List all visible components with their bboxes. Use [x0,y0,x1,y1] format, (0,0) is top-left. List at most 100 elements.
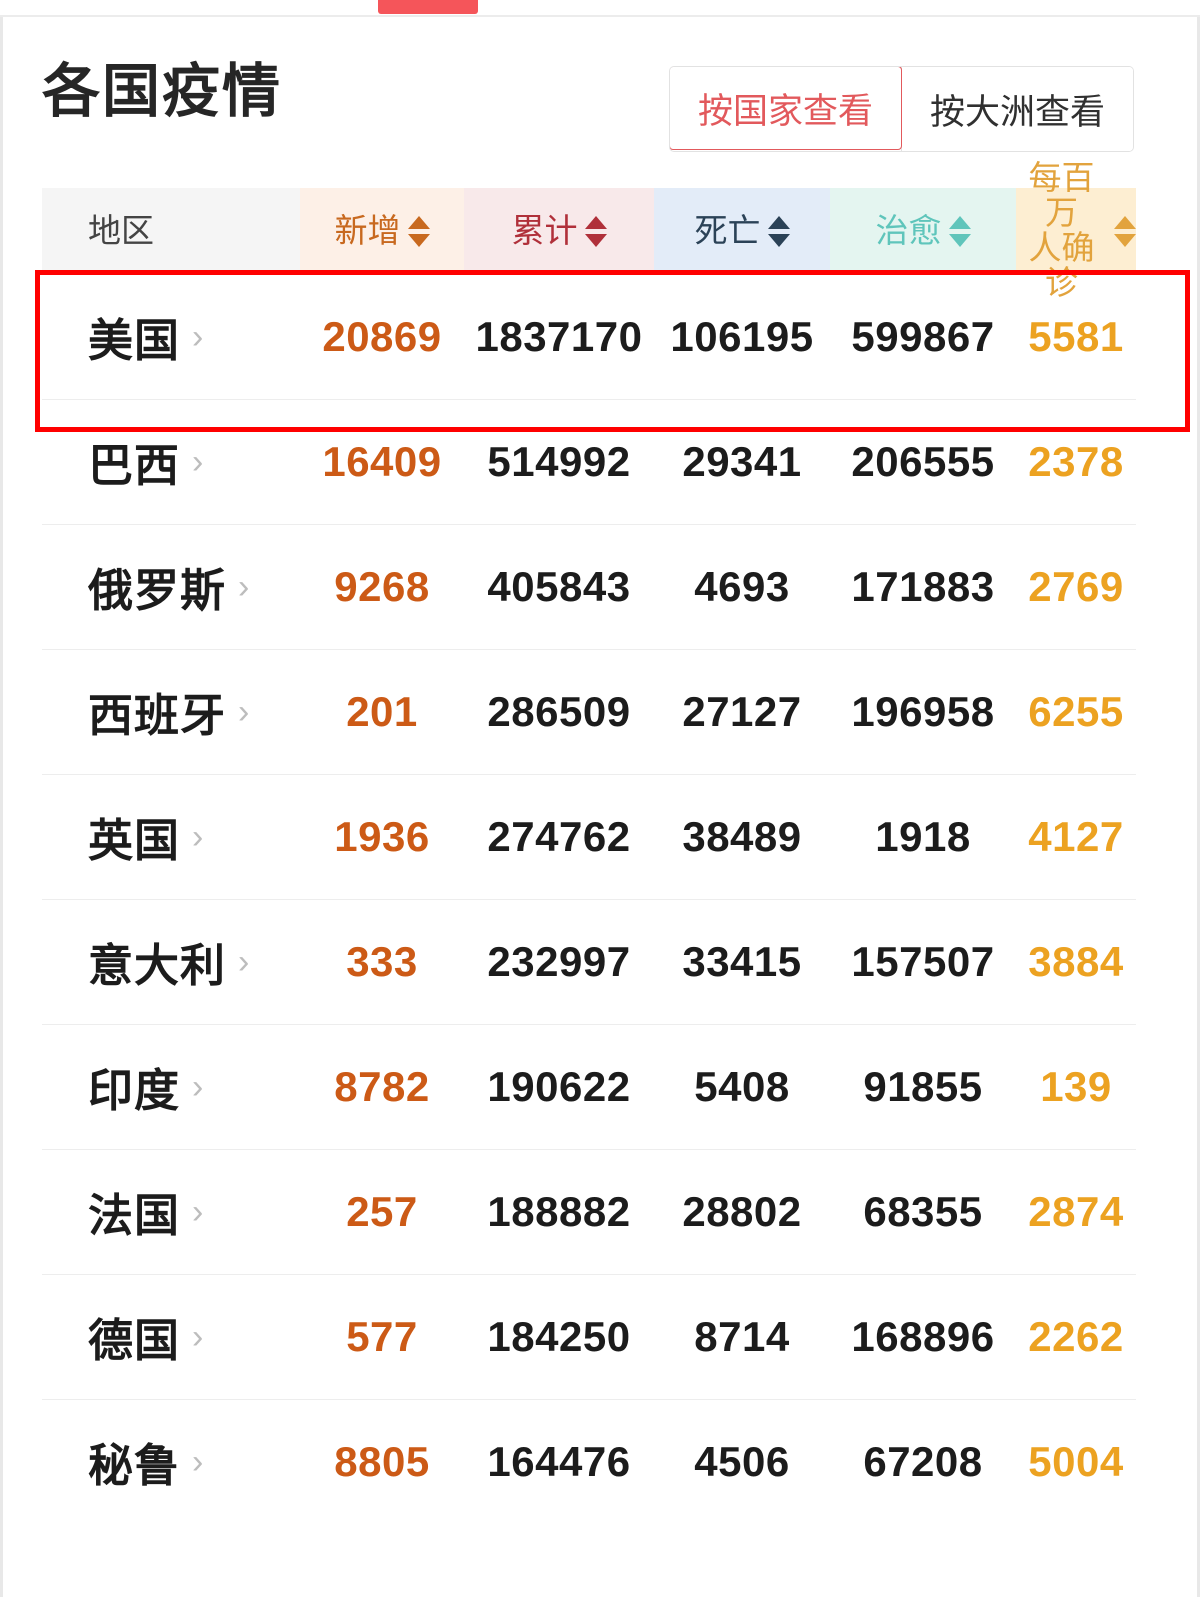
chevron-right-icon[interactable]: › [192,442,204,481]
column-header-cured[interactable]: 治愈 [830,188,1016,274]
cell-permil: 3884 [1016,899,1136,1024]
chevron-right-icon[interactable]: › [192,1442,204,1481]
cell-new: 8782 [300,1024,464,1149]
sort-arrows-per-million-icon[interactable] [1114,215,1136,247]
column-label-total: 累计 [511,211,578,249]
cell-death: 4693 [654,524,830,649]
chevron-right-icon[interactable]: › [192,1067,204,1106]
value-new: 8805 [334,1437,430,1485]
value-death: 4506 [694,1437,790,1485]
header-divider [0,15,1200,17]
value-death: 28802 [682,1187,802,1235]
value-cured: 206555 [851,437,995,485]
table-row[interactable]: 英国 › 1936 274762 38489 1918 4127 [42,774,1136,899]
cell-death: 27127 [654,649,830,774]
value-cured: 168896 [851,1312,995,1360]
column-header-region[interactable]: 地区 [42,188,300,274]
sort-arrows-death-icon[interactable] [767,215,790,247]
chevron-right-icon[interactable]: › [192,817,204,856]
table-row[interactable]: 美国 › 20869 1837170 106195 599867 5581 [42,274,1136,399]
table-header-row: 地区 新增 累计 死亡 治愈 每百万 人确诊 [42,160,1136,300]
cell-region[interactable]: 美国 › [42,274,300,399]
column-label-per-million: 每百万 人确诊 [1028,159,1095,301]
cell-region[interactable]: 意大利 › [42,899,300,1024]
cell-permil: 2378 [1016,399,1136,524]
value-new: 333 [346,937,418,985]
cell-total: 188882 [464,1149,654,1274]
view-toggle: 按国家查看 按大洲查看 [668,66,1134,152]
toggle-by-continent[interactable]: 按大洲查看 [901,67,1133,151]
value-total: 190622 [487,1062,631,1110]
value-death: 5408 [694,1062,790,1110]
table-row[interactable]: 法国 › 257 188882 28802 68355 2874 [42,1149,1136,1274]
table-row[interactable]: 德国 › 577 184250 8714 168896 2262 [42,1274,1136,1399]
cell-region[interactable]: 西班牙 › [42,649,300,774]
cell-death: 8714 [654,1274,830,1399]
value-total: 1837170 [475,312,643,360]
table-row[interactable]: 俄罗斯 › 9268 405843 4693 171883 2769 [42,524,1136,649]
cell-region[interactable]: 德国 › [42,1274,300,1399]
value-total: 274762 [487,812,631,860]
country-name: 印度 [88,1065,181,1116]
cell-cured: 599867 [830,274,1016,399]
value-death: 8714 [694,1312,790,1360]
toggle-by-country[interactable]: 按国家查看 [669,67,902,150]
table-row[interactable]: 西班牙 › 201 286509 27127 196958 6255 [42,649,1136,774]
country-name: 德国 [88,1315,181,1366]
sort-arrows-cured-icon[interactable] [948,215,971,247]
table-row[interactable]: 印度 › 8782 190622 5408 91855 139 [42,1024,1136,1149]
sort-arrows-total-icon[interactable] [584,215,607,247]
value-total: 184250 [487,1312,631,1360]
cell-new: 9268 [300,524,464,649]
value-permil: 139 [1040,1062,1112,1110]
chevron-right-icon[interactable]: › [238,567,250,606]
chevron-right-icon[interactable]: › [192,1192,204,1231]
active-tab-indicator[interactable] [378,0,478,14]
cell-new: 16409 [300,399,464,524]
value-permil: 6255 [1028,687,1124,735]
table-row[interactable]: 秘鲁 › 8805 164476 4506 67208 5004 [42,1399,1136,1524]
cell-death: 4506 [654,1399,830,1524]
cell-region[interactable]: 法国 › [42,1149,300,1274]
cell-cured: 206555 [830,399,1016,524]
chevron-right-icon[interactable]: › [192,1317,204,1356]
cell-new: 577 [300,1274,464,1399]
cell-permil: 4127 [1016,774,1136,899]
sort-arrows-new-icon[interactable] [407,215,430,247]
cell-region[interactable]: 巴西 › [42,399,300,524]
cell-cured: 1918 [830,774,1016,899]
cell-total: 274762 [464,774,654,899]
value-permil: 2378 [1028,437,1124,485]
value-new: 201 [346,687,418,735]
column-header-per-million[interactable]: 每百万 人确诊 [1016,160,1136,300]
value-total: 188882 [487,1187,631,1235]
table-row[interactable]: 意大利 › 333 232997 33415 157507 3884 [42,899,1136,1024]
value-cured: 157507 [851,937,995,985]
cell-region[interactable]: 印度 › [42,1024,300,1149]
chevron-right-icon[interactable]: › [238,942,250,981]
cell-death: 38489 [654,774,830,899]
chevron-right-icon[interactable]: › [238,692,250,731]
cell-region[interactable]: 秘鲁 › [42,1399,300,1524]
value-new: 16409 [322,437,442,485]
column-header-total[interactable]: 累计 [464,188,654,274]
cell-new: 8805 [300,1399,464,1524]
cell-region[interactable]: 英国 › [42,774,300,899]
country-name: 俄罗斯 [88,565,227,616]
column-label-new: 新增 [334,211,401,249]
chevron-right-icon[interactable]: › [192,317,204,356]
value-permil: 2262 [1028,1312,1124,1360]
value-total: 164476 [487,1437,631,1485]
value-new: 20869 [322,312,442,360]
cell-total: 514992 [464,399,654,524]
top-tab-strip [0,0,1200,16]
cell-total: 164476 [464,1399,654,1524]
value-death: 27127 [682,687,802,735]
value-new: 9268 [334,562,430,610]
table-row[interactable]: 巴西 › 16409 514992 29341 206555 2378 [42,399,1136,524]
cell-cured: 196958 [830,649,1016,774]
cell-region[interactable]: 俄罗斯 › [42,524,300,649]
cell-total: 190622 [464,1024,654,1149]
column-header-new[interactable]: 新增 [300,188,464,274]
column-header-death[interactable]: 死亡 [654,188,830,274]
